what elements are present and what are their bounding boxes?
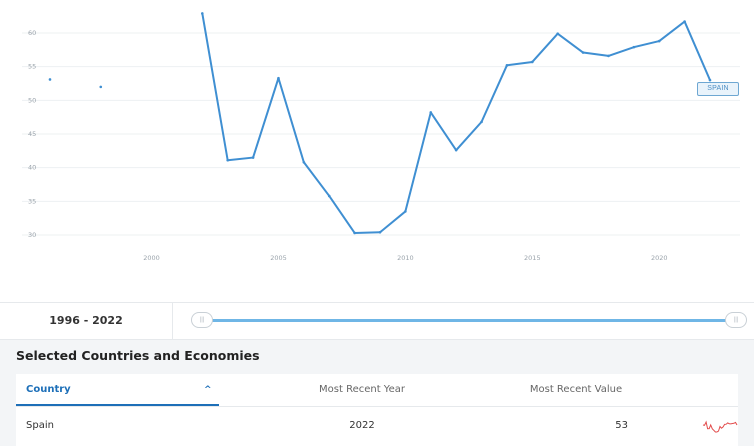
series-line-segment	[252, 77, 280, 159]
data-point	[302, 160, 306, 164]
x-tick-label: 2015	[524, 254, 541, 262]
row-year-cell: 2022	[349, 420, 375, 431]
countries-table: Country ^ Most Recent Year Most Recent V…	[16, 374, 738, 446]
series-line-segment	[658, 20, 686, 43]
line-chart: 30 35 40 45 50 55 60 2000 2005 2010 2015 2020 SPAIN	[22, 12, 740, 262]
series-line-segment	[302, 161, 331, 197]
series-tag-spain[interactable]: SPAIN	[697, 82, 739, 96]
row-divider	[16, 406, 738, 407]
row-value-cell: 53	[615, 420, 628, 431]
y-tick-label: 40	[28, 164, 36, 172]
year-range-bar: 1996 - 2022 ||| |||	[0, 302, 754, 340]
series-line-segment	[277, 77, 305, 164]
data-point	[454, 148, 458, 152]
series-line-segment	[505, 60, 534, 67]
y-tick-label: 60	[28, 29, 36, 37]
data-point	[556, 32, 559, 35]
selected-countries-section: Selected Countries and Economies Country…	[0, 340, 754, 446]
data-point	[251, 156, 255, 159]
data-point	[683, 20, 686, 23]
data-point	[531, 60, 534, 64]
series-line-segment	[429, 111, 458, 152]
series-line-segment	[632, 40, 661, 49]
sparkline-line	[702, 420, 738, 433]
data-point	[327, 194, 331, 198]
series-line-segment	[226, 156, 255, 162]
data-point	[226, 158, 229, 162]
series-line-segment	[480, 64, 508, 123]
data-point	[277, 76, 280, 80]
chart-svg: 30 35 40 45 50 55 60 2000 2005 2010 2015 2020	[22, 12, 740, 262]
most-recent-year-header[interactable]: Most Recent Year	[319, 384, 405, 395]
range-slider-track[interactable]	[200, 319, 736, 322]
series-line-segment	[455, 120, 483, 152]
y-tick-label: 30	[28, 231, 36, 239]
data-point	[708, 78, 712, 82]
series-line-segment	[404, 111, 432, 213]
x-tick-label: 2000	[143, 254, 160, 262]
x-tick-label: 2010	[397, 254, 414, 262]
y-tick-label: 55	[28, 63, 36, 71]
data-point	[632, 45, 636, 49]
x-tick-label: 2020	[651, 254, 668, 262]
y-tick-label: 35	[28, 197, 36, 205]
data-point	[404, 210, 407, 213]
data-point	[201, 12, 204, 15]
data-point	[480, 120, 483, 124]
country-header-label: Country	[26, 384, 71, 395]
series-line-segment	[201, 12, 229, 162]
series-line-segment	[379, 210, 407, 234]
data-point	[581, 51, 585, 54]
series-line-segment	[582, 51, 610, 57]
data-point	[505, 64, 509, 67]
x-tick-label: 2005	[270, 254, 287, 262]
y-tick-label: 50	[28, 96, 36, 104]
series-line-segment	[328, 194, 356, 234]
range-slider-end-handle[interactable]: |||	[725, 312, 747, 328]
series-line-segment	[531, 32, 559, 63]
data-point	[48, 78, 52, 81]
year-range-label: 1996 - 2022	[0, 303, 173, 339]
series-line-segment	[556, 32, 585, 54]
trend-sparkline	[702, 420, 738, 433]
section-title: Selected Countries and Economies	[16, 348, 260, 363]
row-country-cell[interactable]: Spain	[26, 420, 54, 431]
data-point	[657, 39, 661, 43]
series-line-segment	[683, 20, 711, 82]
data-point	[607, 54, 610, 58]
data-point	[378, 231, 382, 234]
data-point	[353, 231, 356, 235]
series-line-segment	[607, 46, 635, 57]
most-recent-value-header[interactable]: Most Recent Value	[529, 384, 623, 395]
range-slider-start-handle[interactable]: |||	[191, 312, 213, 328]
y-tick-label: 45	[28, 130, 36, 138]
series-line-segment	[353, 231, 381, 234]
data-point	[99, 85, 103, 89]
data-point	[429, 111, 433, 114]
country-column-header[interactable]: Country ^	[16, 374, 219, 406]
sort-ascending-icon[interactable]: ^	[204, 385, 212, 395]
